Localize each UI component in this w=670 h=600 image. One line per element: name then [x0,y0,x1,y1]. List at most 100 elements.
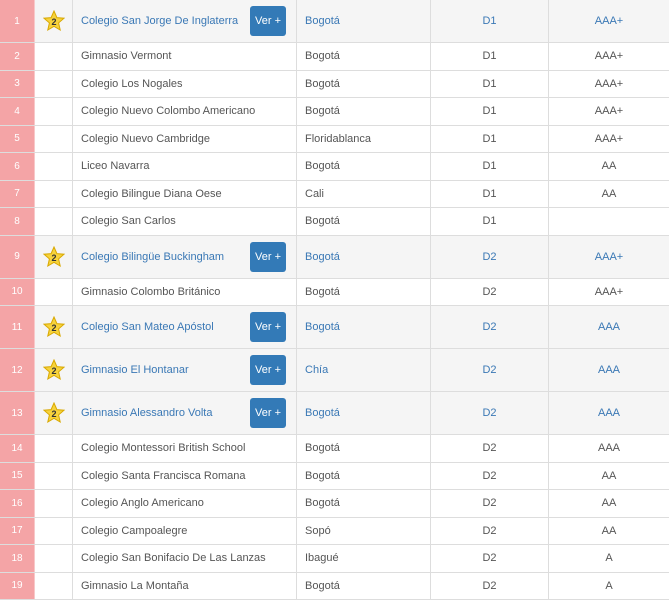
star-cell [35,180,73,207]
star-cell [35,98,73,125]
rank-number: 9 [0,235,35,278]
rating: AAA+ [594,15,624,27]
division: D1 [431,153,549,180]
city: Bogotá [297,278,431,305]
city: Bogotá [297,70,431,97]
city: Bogotá [297,43,431,70]
star-badge: 2 [42,359,65,381]
school-name-cell: Colegio San Bonifacio De Las Lanzas [73,545,297,572]
rating: AAA+ [594,50,624,63]
school-name[interactable]: Gimnasio El Hontanar [81,364,189,376]
rank-number: 17 [0,517,35,544]
star-badge: 2 [42,402,65,424]
school-name-cell: Colegio Nuevo Colombo Americano [73,98,297,125]
star-shape [42,359,65,381]
division: D2 [431,235,549,278]
rating-cell: AA [549,463,669,490]
rating: AA [601,187,617,200]
star-cell: 2 [35,235,73,278]
school-name[interactable]: Gimnasio Alessandro Volta [81,407,213,419]
division: D2 [431,306,549,348]
table-row: 11 2 Colegio San Mateo Apóstol Ver + Bogotá D… [0,306,669,349]
rating-cell: AA [549,490,669,517]
rank-number: 16 [0,490,35,517]
city: Cali [297,180,431,207]
school-name-cell: Colegio Bilingüe Buckingham Ver + [73,235,297,278]
rating-cell: AA [549,518,669,545]
rating-cell: AAA+ [549,71,669,98]
city: Bogotá [297,98,431,125]
rating-cell [549,208,669,235]
division: D1 [431,0,549,42]
star-label: 2 [51,366,56,376]
school-name: Liceo Navarra [81,160,150,173]
school-name-cell: Gimnasio La Montaña [73,572,297,599]
division: D2 [431,278,549,305]
division: D2 [431,349,549,391]
division: D2 [431,435,549,462]
star-shape [42,245,65,267]
school-name: Colegio Nuevo Cambridge [81,132,211,145]
star-badge: 2 [42,10,65,32]
rating-cell: AAA [549,349,669,391]
rating-cell: A [549,573,669,600]
division: D1 [431,98,549,125]
school-name-cell: Liceo Navarra [73,153,297,180]
city: Bogotá [297,490,431,517]
school-name[interactable]: Colegio Bilingüe Buckingham [81,250,225,263]
star-cell: 2 [35,392,73,434]
rating: AAA [597,321,620,333]
view-more-button[interactable]: Ver + [250,355,286,385]
star-label: 2 [51,409,56,419]
star-cell [35,125,73,152]
rank-number: 4 [0,98,35,125]
division: D2 [431,392,549,434]
star-cell [35,572,73,599]
school-name-cell: Colegio Bilingue Diana Oese [73,180,297,207]
school-name-cell: Colegio Campoalegre [73,517,297,544]
city: Bogotá [297,235,431,278]
division: D1 [431,125,549,152]
rating: AAA+ [594,285,624,298]
view-more-button[interactable]: Ver + [250,398,286,428]
view-more-button[interactable]: Ver + [250,241,286,272]
table-row: 14 Colegio Montessori British School Bogot… [0,435,669,463]
division: D1 [431,70,549,97]
rank-number: 2 [0,43,35,70]
rating-cell: A [549,545,669,572]
table-row: 9 2 Colegio Bilingüe Buckingham Ver + Bogotá… [0,235,669,279]
rank-number: 19 [0,572,35,599]
rank-number: 3 [0,70,35,97]
view-more-button[interactable]: Ver + [250,312,286,342]
rating: AAA+ [594,250,624,263]
table-row: 1 2 Colegio San Jorge De Inglaterra Ver + Bo… [0,0,669,43]
city: Bogotá [297,572,431,599]
rating: AA [601,469,617,482]
division: D1 [431,180,549,207]
school-name: Colegio Nuevo Colombo Americano [81,105,256,118]
table-row: 3 Colegio Los Nogales Bogotá D1 AAA+ [0,70,669,98]
rating-cell: AAA+ [549,43,669,70]
star-cell [35,208,73,235]
star-label: 2 [51,323,56,333]
rating-cell: AAA [549,435,669,462]
city: Bogotá [297,392,431,434]
rank-number: 7 [0,180,35,207]
school-name-cell: Gimnasio Vermont [73,43,297,70]
rating-cell: AAA+ [549,279,669,306]
school-name[interactable]: Colegio San Mateo Apóstol [81,321,214,333]
view-more-button[interactable]: Ver + [250,6,286,36]
school-name[interactable]: Colegio San Jorge De Inglaterra [81,15,239,27]
city: Ibagué [297,545,431,572]
school-name: Colegio Campoalegre [81,524,188,537]
star-cell [35,545,73,572]
school-name: Gimnasio Colombo Británico [81,285,221,298]
table-row: 19 Gimnasio La Montaña Bogotá D2 A [0,572,669,600]
table-row: 16 Colegio Anglo Americano Bogotá D2 AA [0,490,669,518]
star-cell [35,517,73,544]
table-row: 12 2 Gimnasio El Hontanar Ver + Chía D2 AAA [0,349,669,392]
star-cell [35,70,73,97]
table-row: 7 Colegio Bilingue Diana Oese Cali D1 AA [0,180,669,208]
division: D2 [431,517,549,544]
school-name: Colegio Anglo Americano [81,497,204,510]
